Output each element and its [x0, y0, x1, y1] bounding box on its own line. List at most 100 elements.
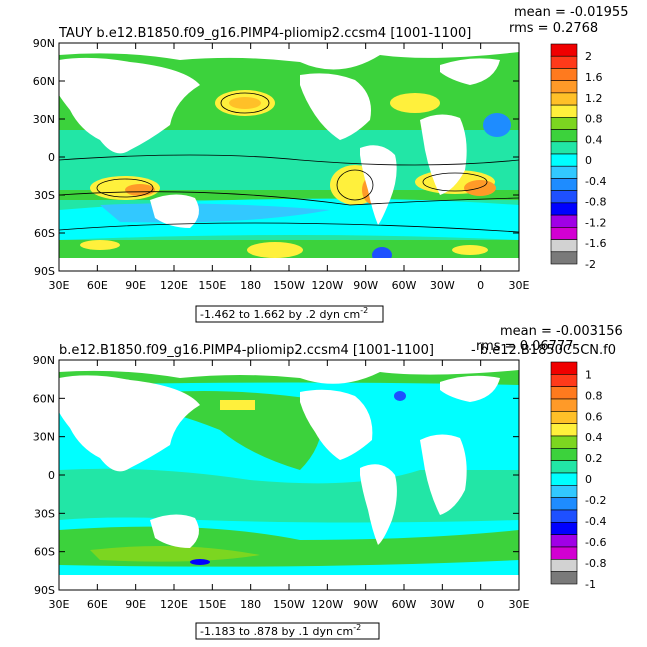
panel-1-colorbar-label: 1.6 — [585, 71, 603, 84]
panel-2-colorbar-box — [550, 534, 578, 548]
panel-2-colorbar-label: 0.4 — [585, 431, 603, 444]
panel-1-x-tick-label: 0 — [477, 279, 484, 292]
panel-1: TAUY b.e12.B1850.f09_g16.PIMP4-pliomip2.… — [33, 5, 628, 323]
panel-2-mean: mean = -0.003156 — [500, 324, 623, 339]
panel-1-y-tick-label: 60N — [33, 75, 55, 88]
panel-2-colorbar-box — [550, 571, 578, 585]
panel-2-colorbar-label: -0.4 — [585, 515, 606, 528]
panel-1-colorbar-label: 0 — [585, 154, 592, 167]
panel-2-title-suffix: - b.e12.B1850C5CN.f0 — [471, 343, 616, 358]
panel-2-x-tick-label: 90W — [353, 598, 378, 611]
panel-2-range-box — [195, 622, 380, 640]
panel-1-colorbar-label: -1.6 — [585, 237, 606, 250]
panel-1-x-tick-label: 150E — [198, 279, 226, 292]
panel-1-y-tick-label: 60S — [34, 227, 55, 240]
panel-1-y-tick-label: 0 — [48, 151, 55, 164]
panel-2-colorbar-box — [550, 374, 578, 387]
panel-2-colorbar-box — [550, 423, 578, 437]
panel-1-y-tick-label: 90S — [34, 265, 55, 278]
panel-1-colorbar-label: -0.8 — [585, 196, 606, 209]
panel-2-x-tick-label: 150W — [273, 598, 305, 611]
panel-2-x-tick-label: 60E — [87, 598, 108, 611]
panel-1-y-tick-label: 30N — [33, 113, 55, 126]
panel-1-colorbar-box — [550, 92, 578, 106]
panel-1-x-tick-label: 60W — [392, 279, 417, 292]
panel-1-x-tick-label: 30E — [509, 279, 530, 292]
panel-2-colorbar-box — [550, 509, 578, 523]
panel-2-colorbar-box — [550, 497, 578, 511]
panel-1-colorbar-box — [550, 239, 578, 253]
panel-2-x-tick-label: 30E — [509, 598, 530, 611]
panel-1-colorbar-label: 2 — [585, 50, 592, 63]
panel-1-x-tick-label: 180 — [240, 279, 261, 292]
panel-2-colorbar-box — [550, 460, 578, 474]
panel-2-colorbar-label: -1 — [585, 578, 596, 591]
panel-2-colorbar-label: 0.6 — [585, 410, 603, 423]
panel-2-colorbar-box — [550, 522, 578, 535]
panel-1-colorbar-label: -2 — [585, 258, 596, 271]
panel-1-colorbar-label: 0.8 — [585, 113, 603, 126]
panel-1-x-tick-label: 60E — [87, 279, 108, 292]
panel-1-y-tick-label: 90N — [33, 37, 55, 50]
panel-2-rms: rms = 0.06777 — [476, 339, 573, 354]
panel-2-x-tick-label: 90E — [125, 598, 146, 611]
panel-2-colorbar-label: 0.2 — [585, 452, 603, 465]
panel-1-x-tick-label: 150W — [273, 279, 305, 292]
panel-2-y-tick-label: 30S — [34, 507, 55, 520]
panel-1-colorbar-label: 0.4 — [585, 133, 603, 146]
panel-2-x-tick-label: 0 — [477, 598, 484, 611]
panel-1-colorbar-box — [550, 68, 578, 81]
panel-1-colorbar-box — [550, 80, 578, 94]
panel-2-colorbar-box — [550, 398, 578, 412]
panel-1-colorbar-label: 1.2 — [585, 92, 603, 105]
panel-2-colorbar: 1 0.8 0.6 0.4 0.2 0 -0.2 -0.4 -0.6 -0.8 -1 — [550, 361, 606, 591]
panel-2-colorbar-box — [550, 361, 578, 375]
panel-1-colorbar-box — [550, 55, 578, 69]
panel-1-colorbar-box — [550, 214, 578, 228]
panel-1-rms: rms = 0.2768 — [509, 21, 598, 36]
panel-2-colorbar-label: -0.8 — [585, 557, 606, 570]
panel-2-colorbar-label: 0 — [585, 473, 592, 486]
panel-1-colorbar-box — [550, 141, 578, 155]
panel-1-colorbar-box — [550, 178, 578, 191]
panel-2-y-tick-label: 90S — [34, 584, 55, 597]
panel-1-colorbar-box — [550, 129, 578, 143]
panel-1-colorbar-box — [550, 227, 578, 240]
panel-1-colorbar-box — [550, 251, 578, 265]
panel-1-colorbar: 2 1.6 1.2 0.8 0.4 0 -0.4 -0.8 -1.2 -1.6 -2 — [550, 43, 606, 271]
panel-1-colorbar-label: -0.4 — [585, 175, 606, 188]
panel-1-range: -1.462 to 1.662 by .2 dyn cm-2 — [200, 306, 368, 321]
panel-2-map — [59, 360, 519, 590]
panel-2-title: b.e12.B1850.f09_g16.PIMP4-pliomip2.ccsm4… — [59, 343, 434, 358]
panel-1-x-tick-label: 120W — [311, 279, 343, 292]
panel-2-colorbar-box — [550, 448, 578, 461]
panel-1-colorbar-label: -1.2 — [585, 216, 606, 229]
panel-1-colorbar-box — [550, 202, 578, 216]
panel-1-x-tick-label: 90E — [125, 279, 146, 292]
panel-2-colorbar-box — [550, 411, 578, 424]
panel-1-x-tick-label: 120E — [160, 279, 188, 292]
panel-2-x-tick-label: 180 — [240, 598, 261, 611]
panel-2-x-tick-label: 150E — [198, 598, 226, 611]
panel-2-x-tick-label: 30W — [430, 598, 455, 611]
panel-2-x-tick-label: 60W — [392, 598, 417, 611]
panel-1-colorbar-box — [550, 117, 578, 130]
panel-1-colorbar-box — [550, 165, 578, 179]
panel-2-y-tick-label: 60S — [34, 546, 55, 559]
panel-1-colorbar-box — [550, 104, 578, 118]
panel-1-mean: mean = -0.01955 — [514, 5, 628, 20]
panel-2-colorbar-label: 0.8 — [585, 389, 603, 402]
panel-2-x-tick-label: 120E — [160, 598, 188, 611]
panel-1-x-tick-label: 30W — [430, 279, 455, 292]
panel-2-y-tick-label: 30N — [33, 431, 55, 444]
panel-1-y-tick-label: 30S — [34, 189, 55, 202]
panel-2-colorbar-box — [550, 435, 578, 449]
panel-2-colorbar-box — [550, 546, 578, 560]
panel-2-x-tick-label: 30E — [49, 598, 70, 611]
panel-1-x-tick-label: 90W — [353, 279, 378, 292]
panel-2-colorbar-box — [550, 472, 578, 486]
panel-2-colorbar-label: -0.2 — [585, 494, 606, 507]
panel-2-colorbar-label: -0.6 — [585, 536, 606, 549]
